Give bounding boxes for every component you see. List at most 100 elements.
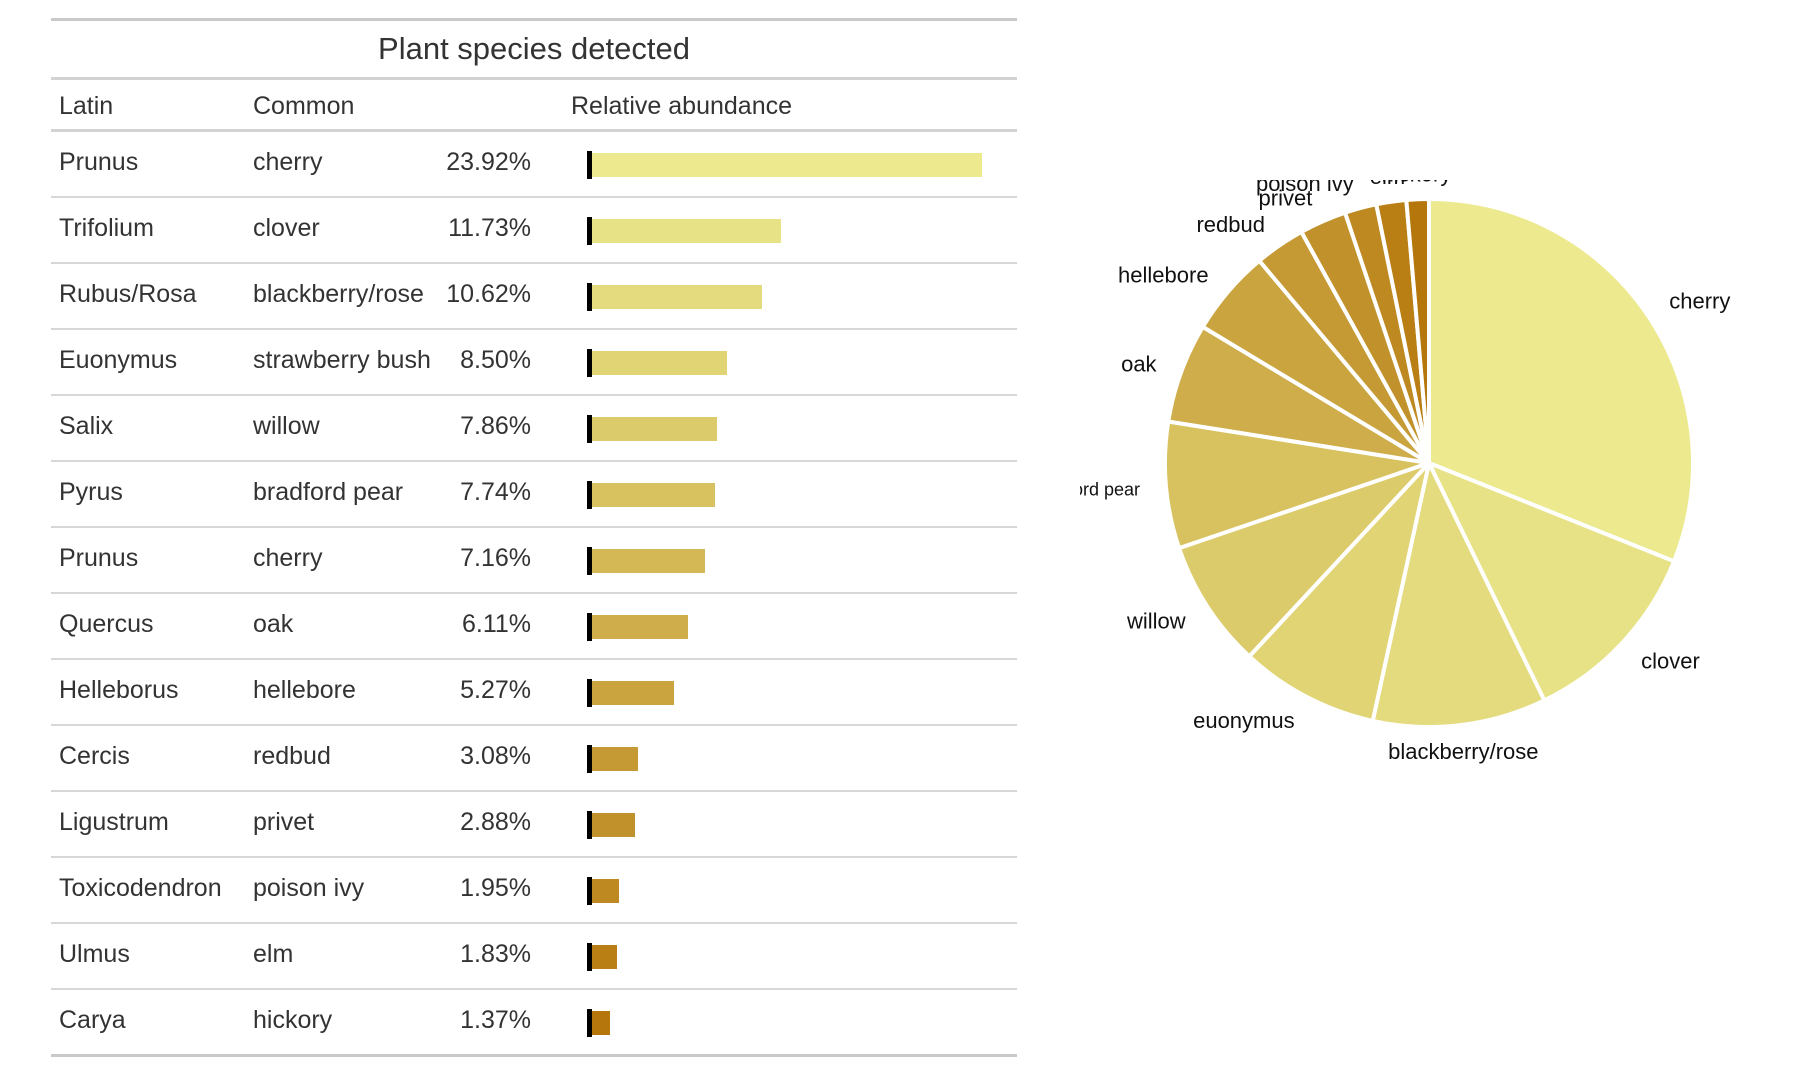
common-name: poison ivy bbox=[253, 874, 365, 902]
bar-baseline bbox=[587, 349, 592, 377]
common-name: blackberry/rose bbox=[253, 280, 424, 308]
abundance-bar bbox=[587, 1009, 1017, 1037]
bar-baseline bbox=[587, 547, 592, 575]
latin-name: Ligustrum bbox=[59, 808, 169, 836]
abundance-percent: 7.16% bbox=[460, 544, 531, 572]
abundance-percent: 2.88% bbox=[460, 808, 531, 836]
table-row: Trifolium clover 11.73% bbox=[51, 198, 1017, 264]
latin-name: Trifolium bbox=[59, 214, 154, 242]
abundance-percent: 10.62% bbox=[446, 280, 531, 308]
table-row: Prunus cherry 23.92% bbox=[51, 132, 1017, 198]
header-abundance: Relative abundance bbox=[571, 92, 792, 120]
pie-label: willow bbox=[1126, 609, 1186, 634]
table-row: Quercus oak 6.11% bbox=[51, 594, 1017, 660]
table-row: Euonymus strawberry bush 8.50% bbox=[51, 330, 1017, 396]
pie-label: blackberry/rose bbox=[1388, 739, 1538, 764]
abundance-percent: 6.11% bbox=[461, 610, 531, 638]
pie-label: redbud bbox=[1196, 212, 1265, 237]
abundance-bar-fill bbox=[587, 483, 715, 507]
abundance-percent: 1.83% bbox=[460, 940, 531, 968]
pie-label: elm bbox=[1370, 180, 1405, 189]
title-rule bbox=[51, 77, 1017, 80]
species-table: Plant species detected Latin Common Rela… bbox=[51, 18, 1017, 1057]
pie-label: poison ivy bbox=[1256, 180, 1354, 196]
latin-name: Carya bbox=[59, 1006, 126, 1034]
bar-baseline bbox=[587, 415, 592, 443]
pie-slice bbox=[1427, 197, 1695, 564]
latin-name: Euonymus bbox=[59, 346, 178, 374]
abundance-bar-fill bbox=[587, 879, 620, 903]
latin-name: Pyrus bbox=[59, 478, 123, 506]
abundance-bar-fill bbox=[587, 153, 982, 177]
table-header: Latin Common Relative abundance bbox=[51, 80, 1017, 129]
abundance-bar bbox=[587, 217, 1017, 245]
latin-name: Quercus bbox=[59, 610, 154, 638]
common-name: privet bbox=[253, 808, 315, 836]
common-name: strawberry bush bbox=[253, 346, 431, 374]
latin-name: Helleborus bbox=[59, 676, 179, 704]
abundance-percent: 3.08% bbox=[460, 742, 531, 770]
table-row: Rubus/Rosa blackberry/rose 10.62% bbox=[51, 264, 1017, 330]
pie-slice bbox=[1404, 197, 1431, 465]
table-row: Salix willow 7.86% bbox=[51, 396, 1017, 462]
bar-baseline bbox=[587, 877, 592, 905]
common-name: cherry bbox=[253, 148, 323, 176]
abundance-bar bbox=[587, 613, 1017, 641]
bar-baseline bbox=[587, 745, 592, 773]
pie-slice bbox=[1247, 461, 1431, 723]
table-title: Plant species detected bbox=[378, 31, 690, 66]
abundance-bar-fill bbox=[587, 945, 618, 969]
bar-baseline bbox=[587, 481, 592, 509]
latin-name: Rubus/Rosa bbox=[59, 280, 197, 308]
bar-baseline bbox=[587, 1009, 592, 1037]
abundance-bar bbox=[587, 415, 1017, 443]
pie-label: cherry bbox=[1669, 289, 1730, 314]
latin-name: Ulmus bbox=[59, 940, 130, 968]
common-name: bradford pear bbox=[253, 478, 404, 506]
common-name: hickory bbox=[253, 1006, 333, 1034]
abundance-bar-fill bbox=[587, 615, 688, 639]
abundance-percent: 8.50% bbox=[460, 346, 531, 374]
pie-label: hickory bbox=[1382, 180, 1452, 186]
common-name: hellebore bbox=[253, 676, 356, 704]
pie-slice bbox=[1177, 461, 1431, 659]
table-row: Pyrus bradford pear 7.74% bbox=[51, 462, 1017, 528]
bar-baseline bbox=[587, 811, 592, 839]
abundance-bar bbox=[587, 349, 1017, 377]
bar-baseline bbox=[587, 151, 592, 179]
table-row: Ulmus elm 1.83% bbox=[51, 924, 1017, 990]
abundance-bar bbox=[587, 811, 1017, 839]
pie-slice bbox=[1427, 461, 1677, 703]
common-name: cherry bbox=[253, 544, 323, 572]
table-row: Helleborus hellebore 5.27% bbox=[51, 660, 1017, 726]
latin-name: Cercis bbox=[59, 742, 130, 770]
abundance-bar-fill bbox=[587, 219, 781, 243]
bar-baseline bbox=[587, 613, 592, 641]
abundance-percent: 1.37% bbox=[460, 1006, 531, 1034]
abundance-pie-chart: cherry clover blackberry/rose euonymus willo… bbox=[1080, 180, 1730, 764]
abundance-bar bbox=[587, 877, 1017, 905]
abundance-bar-fill bbox=[587, 417, 717, 441]
abundance-bar bbox=[587, 943, 1017, 971]
abundance-bar-fill bbox=[587, 1011, 610, 1035]
abundance-percent: 7.74% bbox=[460, 478, 531, 506]
header-latin: Latin bbox=[59, 92, 114, 120]
abundance-bar-fill bbox=[587, 747, 638, 771]
abundance-bar-fill bbox=[587, 813, 635, 837]
common-name: oak bbox=[253, 610, 294, 638]
table-row: Ligustrum privet 2.88% bbox=[51, 792, 1017, 858]
abundance-percent: 7.86% bbox=[460, 412, 531, 440]
bar-baseline bbox=[587, 679, 592, 707]
common-name: willow bbox=[253, 412, 320, 440]
bar-baseline bbox=[587, 217, 592, 245]
common-name: clover bbox=[253, 214, 320, 242]
pie-label: hellebore bbox=[1118, 263, 1209, 288]
abundance-bar bbox=[587, 151, 1017, 179]
abundance-percent: 1.95% bbox=[460, 874, 531, 902]
abundance-bar-fill bbox=[587, 285, 763, 309]
table-row: Prunus cherry 7.16% bbox=[51, 528, 1017, 594]
table-row: Carya hickory 1.37% bbox=[51, 990, 1017, 1057]
bar-baseline bbox=[587, 283, 592, 311]
latin-name: Prunus bbox=[59, 544, 139, 572]
bar-baseline bbox=[587, 943, 592, 971]
